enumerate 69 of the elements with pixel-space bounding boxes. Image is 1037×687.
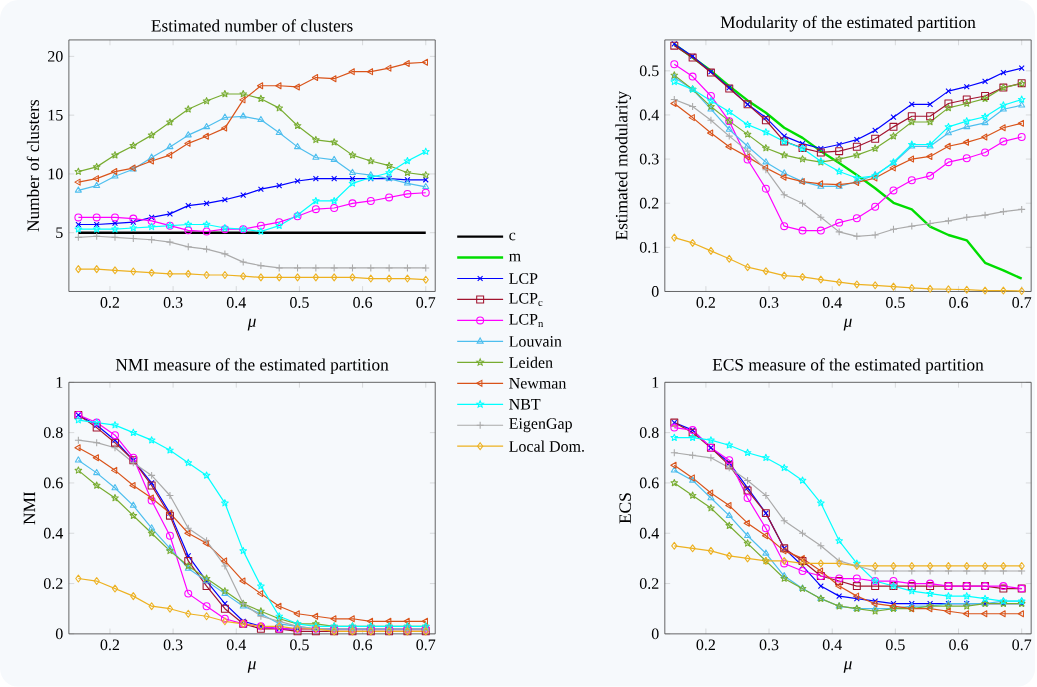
chart-title: ECS measure of the estimated partition xyxy=(712,358,984,375)
legend-label: LCP$_{n}$ xyxy=(509,314,544,328)
x-axis-title: μ xyxy=(247,661,256,673)
legend-label: m xyxy=(509,253,521,262)
y-tick-label: 0.4 xyxy=(639,527,659,539)
x-tick-label: 0.3 xyxy=(163,297,183,309)
y-tick-label: 0.8 xyxy=(43,427,63,439)
legend-label: Newman xyxy=(509,378,567,389)
y-tick-label: 0.8 xyxy=(639,427,659,439)
x-tick-label: 0.3 xyxy=(759,639,779,651)
x-tick-label: 0.7 xyxy=(1012,297,1032,309)
y-axis-title: NMI xyxy=(23,491,36,525)
x-tick-label: 0.2 xyxy=(100,639,120,651)
x-tick-label: 0.6 xyxy=(949,639,969,651)
y-tick-label: 0.6 xyxy=(43,477,63,489)
x-tick-label: 0.5 xyxy=(885,639,905,651)
x-tick-label: 0.4 xyxy=(226,297,247,309)
y-axis-title: ECS xyxy=(619,493,632,524)
x-tick-label: 0.5 xyxy=(885,297,905,309)
x-tick-label: 0.4 xyxy=(226,639,247,651)
x-tick-label: 0.4 xyxy=(822,297,842,309)
x-tick-label: 0.6 xyxy=(353,639,373,651)
y-tick-label: 0.2 xyxy=(639,197,659,209)
y-tick-label: 0.2 xyxy=(639,578,659,590)
x-axis-title: μ xyxy=(247,318,256,331)
x-axis-title: μ xyxy=(843,318,852,331)
y-tick-label: 15 xyxy=(48,109,63,121)
y-tick-label: 0 xyxy=(55,628,63,640)
x-tick-label: 0.5 xyxy=(290,297,309,309)
x-tick-label: 0.7 xyxy=(1012,639,1032,651)
y-tick-label: 20 xyxy=(48,51,63,62)
legend-label: NBT xyxy=(509,399,541,410)
y-tick-label: 0 xyxy=(651,628,659,640)
y-tick-label: 0.1 xyxy=(639,242,659,253)
chart-title: NMI measure of the estimated partition xyxy=(115,358,389,375)
x-tick-label: 0.3 xyxy=(163,639,183,651)
x-tick-label: 0.2 xyxy=(696,297,715,309)
chart-title: Estimated number of clusters xyxy=(151,19,353,32)
chart-title: Modularity of the estimated partition xyxy=(720,15,976,32)
y-tick-label: 0.5 xyxy=(639,65,659,77)
y-tick-label: 1 xyxy=(56,377,63,388)
x-tick-label: 0.3 xyxy=(759,297,779,309)
x-tick-label: 0.7 xyxy=(416,297,436,309)
legend-label: EigenGap xyxy=(509,418,572,433)
x-tick-label: 0.5 xyxy=(290,639,309,651)
y-tick-label: 0.6 xyxy=(639,477,659,489)
y-tick-label: 10 xyxy=(48,168,63,180)
x-tick-label: 0.4 xyxy=(822,639,842,651)
legend-label: Louvain xyxy=(509,336,562,347)
x-tick-label: 0.6 xyxy=(353,297,373,309)
legend-label: LCP$_{c}$ xyxy=(509,293,543,307)
y-axis-title: Estimated modularity xyxy=(615,91,632,241)
y-tick-label: 0.4 xyxy=(43,527,64,539)
y-tick-label: 0 xyxy=(651,286,659,297)
x-tick-label: 0.6 xyxy=(949,297,969,309)
legend-label: Local Dom. xyxy=(509,440,584,452)
legend-label: LCP xyxy=(509,273,538,284)
x-axis-title: μ xyxy=(843,661,852,673)
x-tick-label: 0.2 xyxy=(696,639,715,651)
x-tick-label: 0.2 xyxy=(100,297,120,309)
y-tick-label: 1 xyxy=(652,377,659,388)
y-tick-label: 0.3 xyxy=(639,153,659,165)
y-tick-label: 0.4 xyxy=(639,109,659,121)
y-axis-title: Number of clusters xyxy=(26,100,40,232)
legend-label: c xyxy=(509,232,516,241)
x-tick-label: 0.7 xyxy=(416,639,436,651)
legend-label: Leiden xyxy=(509,356,553,369)
y-tick-label: 5 xyxy=(56,227,63,239)
y-tick-label: 0.2 xyxy=(43,578,63,590)
